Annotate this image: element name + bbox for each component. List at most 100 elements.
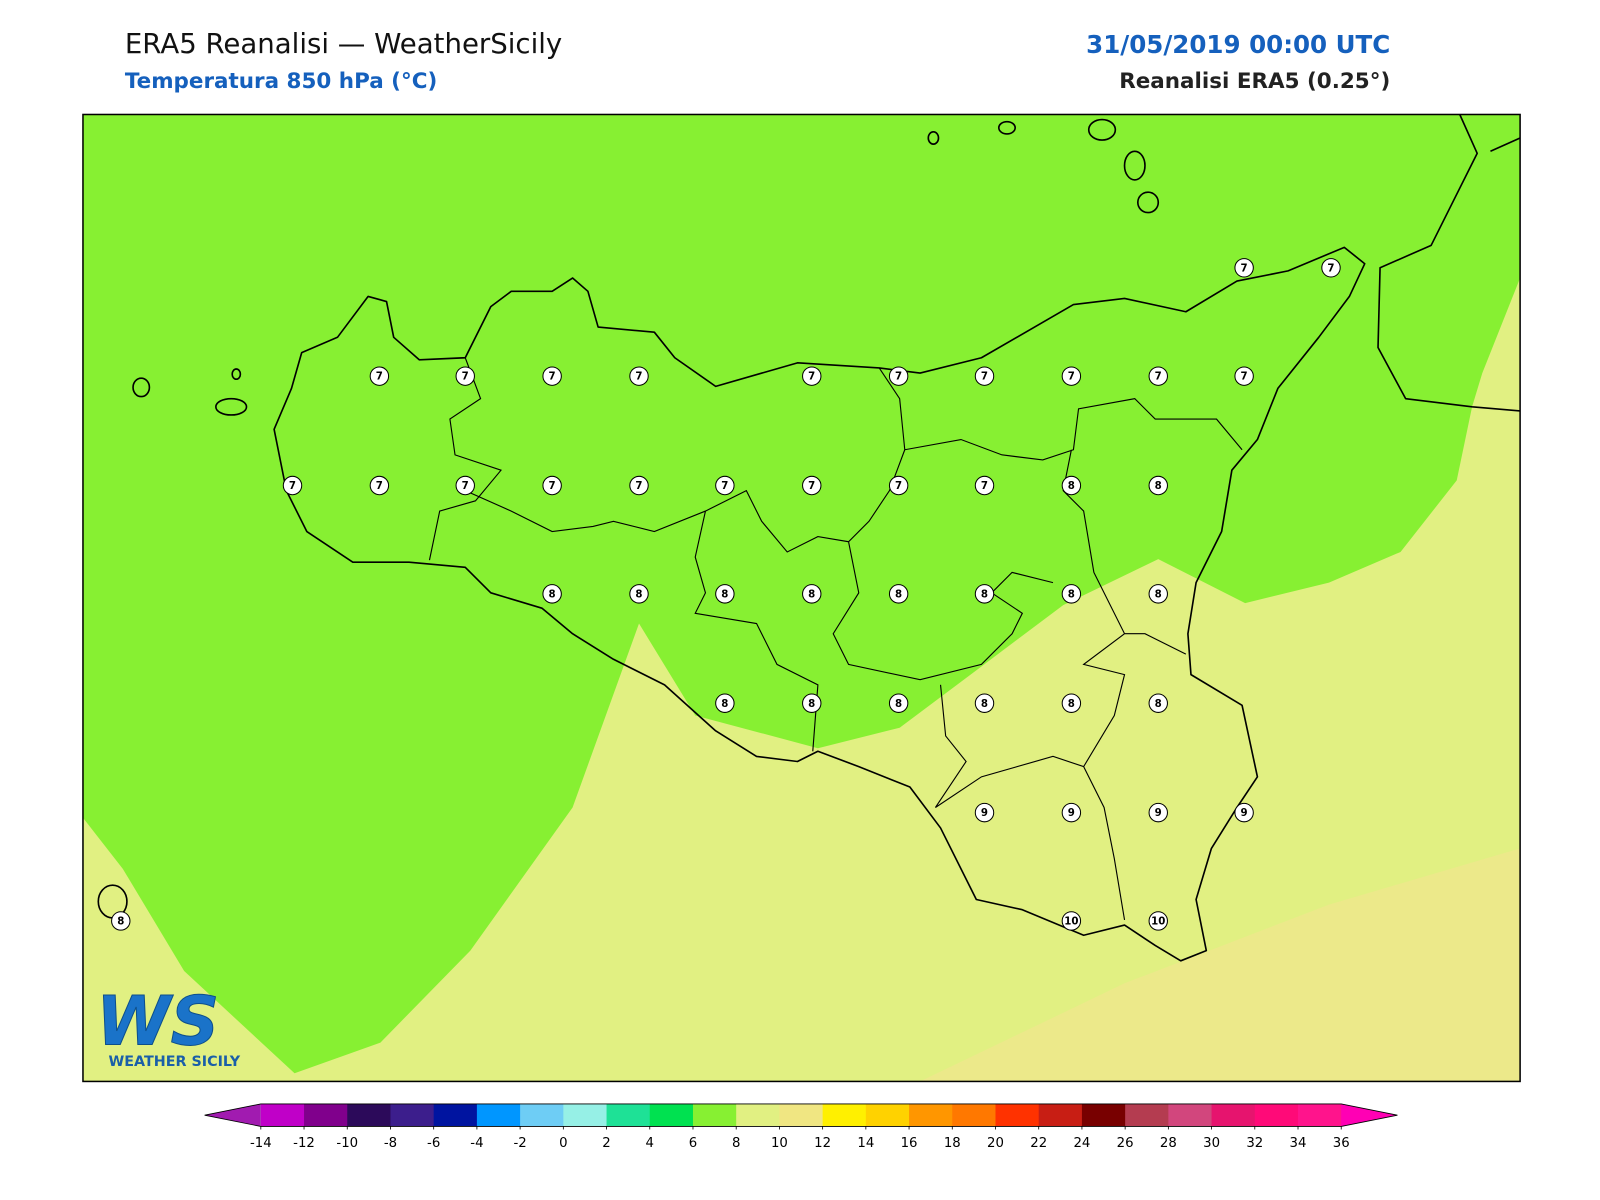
- logo-name: WEATHER SICILY: [109, 1054, 241, 1070]
- colorbar-box: [692, 1103, 737, 1127]
- station-value: 8: [808, 699, 815, 710]
- colorbar-tick-label: 6: [689, 1136, 697, 1151]
- station-marker: [888, 693, 909, 713]
- station-value: 7: [1068, 372, 1075, 383]
- station-value: 7: [808, 481, 815, 492]
- colorbar-tick-label: 28: [1160, 1136, 1177, 1151]
- station-value: 8: [1068, 589, 1075, 600]
- station-value: 7: [462, 481, 469, 492]
- station-marker: [1321, 258, 1341, 278]
- station-value: 7: [981, 481, 988, 492]
- field-8-10: [82, 278, 1521, 1082]
- colorbar-tick-label: -12: [293, 1136, 315, 1151]
- colorbar-box: [304, 1103, 348, 1127]
- station-value: 9: [1068, 808, 1075, 819]
- station-value: 9: [981, 808, 988, 819]
- station-marker: [455, 475, 475, 496]
- station-marker: [888, 475, 909, 496]
- title: ERA5 Reanalisi — WeatherSicily: [125, 27, 562, 60]
- colorbar-tick-label: 10: [771, 1136, 788, 1151]
- station-marker: [369, 366, 390, 386]
- colorbar-tick-label: 30: [1203, 1136, 1220, 1151]
- colorbar-box: [433, 1103, 478, 1127]
- station-marker: [1148, 911, 1168, 931]
- station-marker: [542, 584, 562, 604]
- station-value: 8: [981, 699, 988, 710]
- field-10-12: [920, 848, 1521, 1082]
- source: Reanalisi ERA5 (0.25°): [1119, 69, 1390, 94]
- colorbar-tick-label: 20: [987, 1136, 1004, 1151]
- colorbar-tick-label: 32: [1246, 1136, 1263, 1151]
- station-marker: [974, 366, 995, 386]
- station-marker: [802, 366, 822, 386]
- station-marker: [1234, 802, 1254, 823]
- colorbar-box: [952, 1103, 997, 1127]
- station-value: 7: [635, 481, 642, 492]
- colorbar-tick-label: 36: [1333, 1136, 1350, 1151]
- station-marker: [802, 584, 822, 604]
- station-marker: [1061, 911, 1082, 931]
- station-value: 7: [462, 372, 469, 383]
- colorbar-box: [1081, 1103, 1126, 1127]
- station-marker: [715, 584, 735, 604]
- colorbar-box: [563, 1103, 608, 1127]
- map-area: 7 7 7 7 7 7 7 7 7 7 7 7 7 7 7 7 7 7 7 7 7 8 8 8 8 8 8 8 8 8 8 8 8 8 8 8 8 9 9 9…: [82, 113, 1521, 1083]
- colorbar-box: [1125, 1103, 1169, 1127]
- station-value: 8: [1068, 699, 1075, 710]
- colorbar-tick-label: 4: [646, 1136, 654, 1151]
- station-marker: [974, 802, 995, 823]
- station-value: 8: [895, 589, 902, 600]
- colorbar-box: [1168, 1103, 1213, 1127]
- station-value: 10: [1151, 917, 1165, 928]
- station-value: 7: [376, 481, 383, 492]
- station-value: 7: [981, 372, 988, 383]
- station-marker: [629, 584, 649, 604]
- station-value: 8: [721, 589, 728, 600]
- map-frame: [82, 113, 1521, 1083]
- station-marker: [802, 693, 822, 713]
- station-value: 7: [549, 481, 556, 492]
- colorbar-box: [520, 1103, 564, 1127]
- colorbar-tick-label: 8: [732, 1136, 740, 1151]
- logo: WS WEATHER SICILY: [96, 981, 241, 1070]
- station-marker: [1148, 693, 1168, 713]
- station-value: 7: [1241, 263, 1248, 274]
- colorbar-box: [1254, 1103, 1299, 1127]
- station-marker: [629, 366, 649, 386]
- colorbar-tick-label: 24: [1073, 1136, 1090, 1151]
- station-value: 9: [1241, 808, 1248, 819]
- station-value: 8: [117, 917, 124, 928]
- colorbar-box: [736, 1103, 780, 1127]
- station-value: 7: [808, 372, 815, 383]
- colorbar-tick-label: 34: [1290, 1136, 1307, 1151]
- colorbar-tick-label: -8: [384, 1136, 397, 1151]
- station-marker: [1061, 693, 1082, 713]
- station-value: 8: [721, 699, 728, 710]
- station-value: 10: [1064, 917, 1078, 928]
- station-marker: [1061, 584, 1082, 604]
- province-borders: [428, 357, 1243, 921]
- colorbar: -14 -12 -10 -8 -6 -4 -2 0 2 4 6 8 10 12 14 16 18 20 22 24 26…: [204, 1103, 1398, 1151]
- calabria-coast: [1377, 114, 1521, 412]
- colorbar-box: [995, 1103, 1040, 1127]
- station-marker: [1148, 475, 1168, 496]
- station-marker: [1148, 366, 1168, 386]
- colorbar-tick-label: 2: [602, 1136, 610, 1151]
- station-value: 7: [549, 372, 556, 383]
- colorbar-tick-label: 16: [901, 1136, 918, 1151]
- station-marker: [1234, 366, 1254, 386]
- station-value: 7: [895, 372, 902, 383]
- station-value: 7: [1155, 372, 1162, 383]
- subtitle: Temperatura 850 hPa (°C): [125, 69, 437, 94]
- station-marker: [542, 475, 562, 496]
- colorbar-box: [822, 1103, 867, 1127]
- colorbar-box: [1038, 1103, 1083, 1127]
- station-marker: [974, 475, 995, 496]
- station-marker: [629, 475, 649, 496]
- station-marker: [1061, 802, 1082, 823]
- station-value: 8: [808, 589, 815, 600]
- islands: [97, 118, 1160, 919]
- station-marker: [974, 693, 995, 713]
